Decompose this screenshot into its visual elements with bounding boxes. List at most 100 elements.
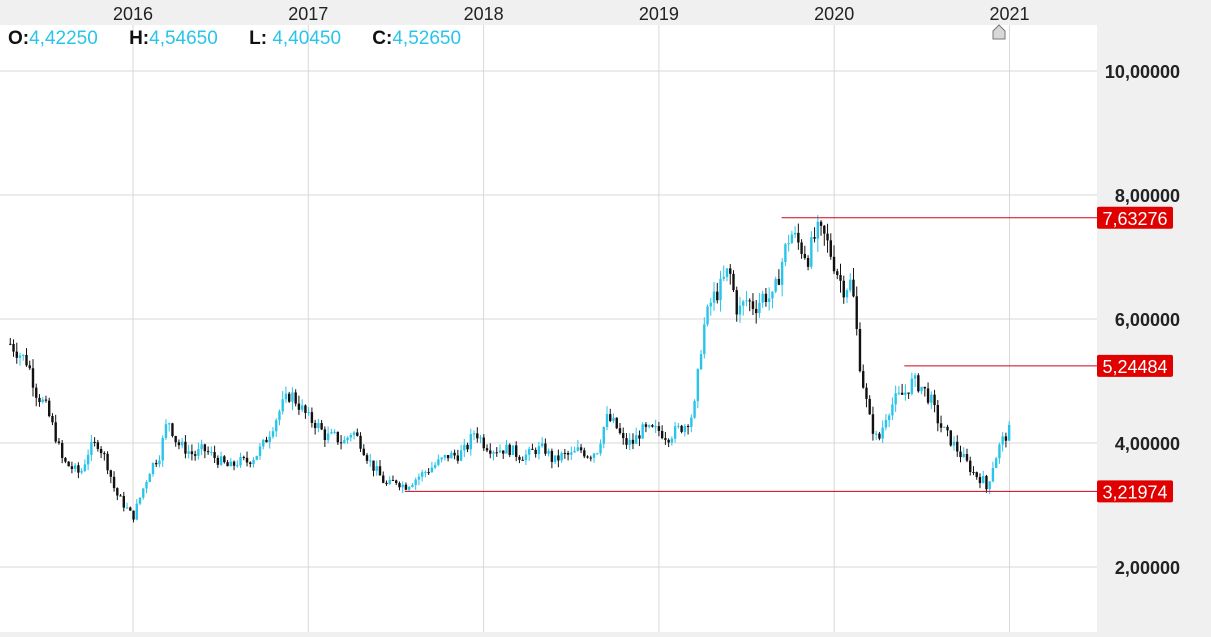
candle-body <box>670 438 674 443</box>
candle <box>547 448 550 457</box>
candle-body <box>907 392 910 394</box>
candle <box>573 446 576 453</box>
candle <box>560 451 563 463</box>
candle-body <box>550 450 554 462</box>
candle-body <box>343 440 346 444</box>
candle-body <box>86 454 90 465</box>
candle-body <box>586 456 589 458</box>
candle <box>223 455 226 464</box>
candle <box>761 290 764 308</box>
candle-body <box>673 426 677 439</box>
high-label: H: <box>129 28 150 49</box>
candle <box>375 460 378 476</box>
candle-body <box>99 448 103 454</box>
candle <box>459 444 463 462</box>
candle-body <box>540 443 544 447</box>
candle-body <box>784 244 787 262</box>
candle-body <box>210 452 213 454</box>
candle <box>829 233 832 260</box>
candle <box>495 447 498 457</box>
candle <box>349 433 353 442</box>
candle-body <box>349 434 353 438</box>
candle-body <box>258 446 262 456</box>
candle <box>706 304 709 327</box>
candle-body <box>615 417 618 429</box>
candle-body <box>476 433 479 439</box>
candle <box>472 430 476 441</box>
candle <box>972 466 975 476</box>
candle-body <box>599 443 602 454</box>
candle <box>433 462 437 470</box>
candle <box>398 481 401 491</box>
plot-area[interactable] <box>0 25 1097 632</box>
candle-body <box>414 479 417 486</box>
candle-body <box>424 472 427 474</box>
candle <box>686 424 690 435</box>
candle-body <box>952 441 956 446</box>
candle-body <box>300 405 304 410</box>
x-tick-label: 2016 <box>113 4 153 24</box>
candle-body <box>307 412 310 414</box>
candle <box>505 439 508 454</box>
candle-body <box>602 427 605 444</box>
candle <box>310 407 314 428</box>
candle <box>622 427 625 445</box>
candle <box>411 482 414 488</box>
candle <box>28 360 31 370</box>
candle <box>524 449 528 466</box>
candle-body <box>738 305 742 315</box>
candle-body <box>443 455 447 458</box>
candle <box>291 387 294 411</box>
candle-body <box>823 225 826 234</box>
candle-body <box>77 465 80 473</box>
candle <box>683 423 687 437</box>
candle-body <box>184 441 187 454</box>
candle <box>116 487 119 501</box>
candle-body <box>498 450 502 453</box>
candle-body <box>177 442 181 446</box>
candle <box>615 417 618 430</box>
candle <box>764 287 768 307</box>
candle <box>758 293 761 318</box>
scroll-home-icon[interactable] <box>992 24 1006 40</box>
candle-body <box>339 442 343 444</box>
candle-body <box>459 450 463 461</box>
candle-body <box>229 461 233 467</box>
candle-body <box>369 460 372 462</box>
candle-body <box>790 234 794 244</box>
candle-body <box>404 484 408 490</box>
candle <box>994 456 998 469</box>
candle-body <box>485 448 489 451</box>
candle-body <box>378 466 382 476</box>
candle-body <box>625 438 628 445</box>
candle <box>112 471 116 492</box>
candle <box>839 263 842 293</box>
level-label: 7,63276 <box>1102 209 1167 229</box>
candle <box>313 419 317 435</box>
candle <box>307 407 310 416</box>
candle-body <box>722 276 725 279</box>
candle-body <box>939 423 943 428</box>
candle-body <box>518 456 521 460</box>
candle-body <box>129 507 132 511</box>
candle <box>563 448 567 459</box>
candle-body <box>320 423 323 430</box>
candle-body <box>638 435 641 439</box>
candle <box>275 418 278 437</box>
candle <box>511 445 515 456</box>
candle <box>939 415 943 433</box>
candle <box>521 456 524 461</box>
candle-body <box>112 476 116 489</box>
candle-body <box>375 466 378 471</box>
candle-body <box>660 430 664 439</box>
candle <box>936 399 940 432</box>
candle <box>907 392 910 399</box>
candle <box>70 461 74 474</box>
y-tick-label: 2,00000 <box>1115 558 1180 578</box>
candle <box>268 431 271 449</box>
candle <box>891 397 894 421</box>
candle <box>988 481 991 495</box>
candle <box>142 488 145 500</box>
